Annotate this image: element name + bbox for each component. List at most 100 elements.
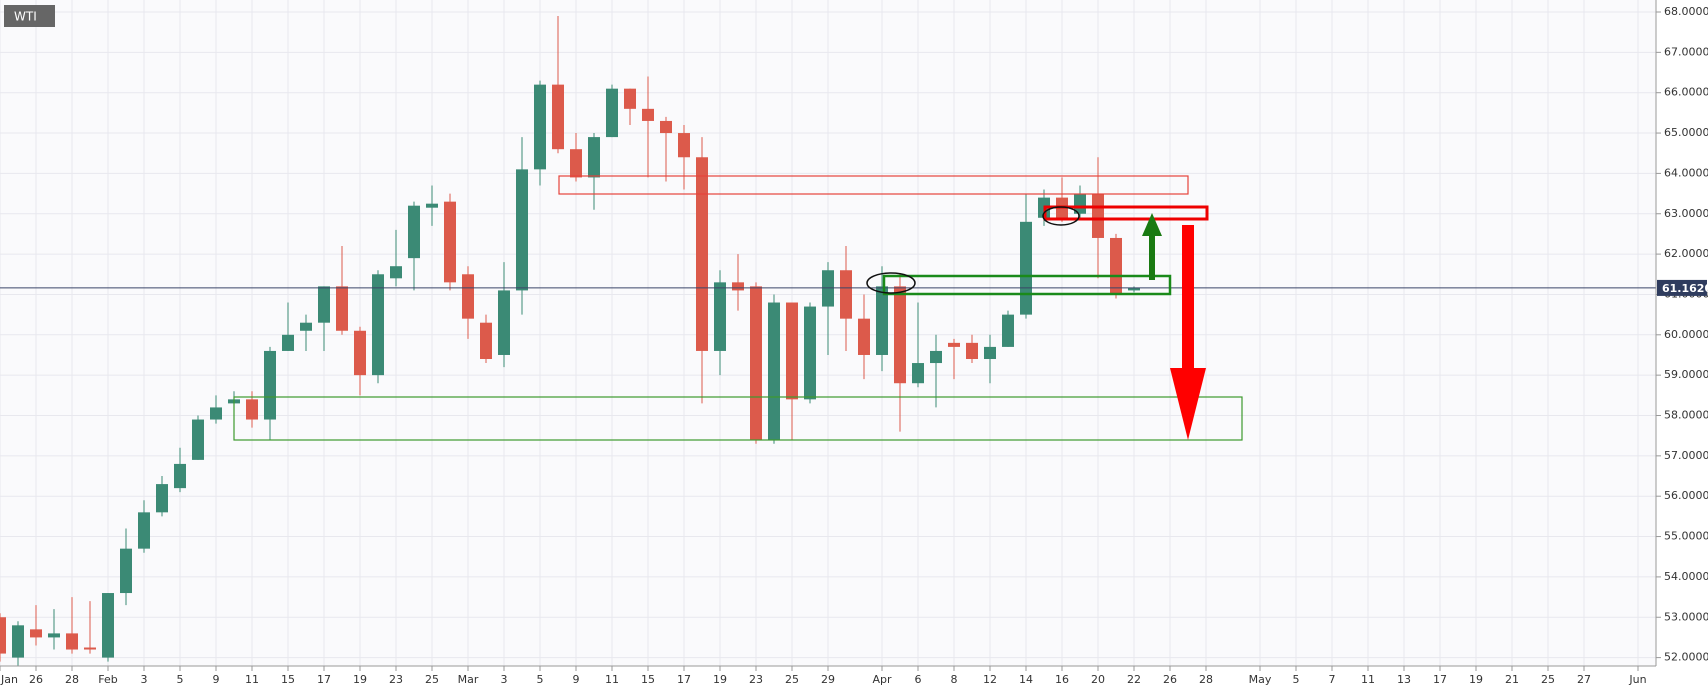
candle-body [30,629,42,638]
y-tick-label: 54.0000 [1664,570,1708,583]
candle-body [534,84,546,170]
y-tick-label: 59.0000 [1664,368,1708,381]
x-tick-label: 25 [785,673,799,686]
candle-body [930,350,942,364]
y-tick-label: 55.0000 [1664,530,1708,543]
y-tick-label: 56.0000 [1664,489,1708,502]
x-tick-label: 7 [1329,673,1336,686]
current-price-badge [1657,279,1707,296]
candle-body [372,274,384,376]
candle-body [912,363,924,384]
x-tick-label: 28 [1199,673,1213,686]
candle-body [498,290,510,355]
candle-body [876,286,888,355]
x-tick-label: 21 [1505,673,1519,686]
x-tick-label: 17 [317,673,331,686]
candle-body [768,302,780,440]
x-tick-label: Apr [872,673,892,686]
candle-body [1020,221,1032,315]
candle-body [840,270,852,319]
y-tick-label: 65.0000 [1664,126,1708,139]
x-tick-label: 23 [749,673,763,686]
candle-body [102,593,114,658]
candle-body [1110,237,1122,295]
candle-body [174,463,186,489]
candle-body [138,512,150,549]
candle-body [1074,193,1086,214]
x-tick-label: 5 [537,673,544,686]
candle-body [966,342,978,360]
x-tick-label: Jun [1628,673,1646,686]
x-tick-label: 19 [353,673,367,686]
x-tick-label: 3 [501,673,508,686]
candle-body [786,302,798,400]
x-tick-label: 25 [1541,673,1555,686]
up-arrow-shaft [1149,234,1155,280]
candle-body [1002,314,1014,347]
candle-body [336,286,348,331]
candle-body [678,133,690,158]
candle-body [84,647,96,650]
x-tick-label: 22 [1127,673,1141,686]
x-tick-label: 26 [1163,673,1177,686]
candle-body [660,120,672,134]
candle-body [318,286,330,323]
candle-body [570,149,582,178]
candle-body [552,84,564,150]
y-tick-label: 60.0000 [1664,328,1708,341]
resistance-zone [558,175,1189,195]
candle-body [282,334,294,351]
chart-title: WTI [14,10,37,24]
x-tick-label: May [1249,673,1272,686]
down-arrow-head [1170,368,1206,440]
x-tick-label: 3 [141,673,148,686]
up-arrow-head [1142,213,1162,236]
candle-body [606,88,618,138]
candle-body [1092,193,1104,238]
x-tick-label: 9 [573,673,580,686]
resistance-box [1043,205,1209,221]
symbol-badge [4,5,55,27]
candle-body [156,484,168,513]
candle-body [588,137,600,178]
current-price-label: 61.1620 [1662,282,1708,295]
support-box [882,274,1172,296]
x-tick-label: Mar [458,673,479,686]
candle-body [12,625,24,658]
candle-body [66,633,78,650]
y-tick-label: 53.0000 [1664,610,1708,623]
x-tick-label: 5 [1293,673,1300,686]
candle-body [894,286,906,384]
candle-body [732,282,744,291]
candle-body [696,157,708,351]
x-tick-label: 20 [1091,673,1105,686]
x-tick-label: 9 [213,673,220,686]
x-tick-label: Jan [0,673,18,686]
y-tick-label: 62.0000 [1664,247,1708,260]
support-zone [233,396,1243,441]
candle-body [462,274,474,319]
x-tick-label: 27 [1577,673,1591,686]
candle-body [408,205,420,259]
candle-body [516,169,528,291]
highlight-ellipse [866,272,916,294]
candle-body [426,203,438,208]
x-tick-label: 15 [281,673,295,686]
x-tick-label: 11 [605,673,619,686]
candle-body [948,342,960,347]
candle-body [984,346,996,360]
y-tick-label: 68.0000 [1664,5,1708,18]
candle-body [480,322,492,360]
y-tick-label: 66.0000 [1664,86,1708,99]
candle-body [1128,287,1140,291]
x-tick-label: 8 [951,673,958,686]
x-tick-label: 17 [1433,673,1447,686]
candle-body [354,330,366,376]
candle-body [642,108,654,121]
highlight-ellipse [1042,206,1080,226]
x-tick-label: 13 [1397,673,1411,686]
candle-body [624,88,636,109]
x-tick-label: 14 [1019,673,1033,686]
candle-body [246,399,258,420]
